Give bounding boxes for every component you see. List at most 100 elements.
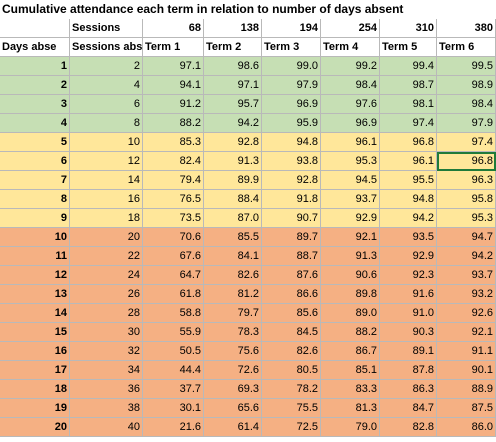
attendance-percent-cell[interactable]: 79.7 <box>204 304 262 323</box>
attendance-percent-cell[interactable]: 92.9 <box>380 247 437 266</box>
attendance-percent-cell[interactable]: 82.8 <box>380 418 437 437</box>
attendance-percent-cell[interactable]: 84.1 <box>204 247 262 266</box>
attendance-percent-cell[interactable]: 81.2 <box>204 285 262 304</box>
days-absent-cell[interactable]: 19 <box>0 399 70 418</box>
attendance-percent-cell[interactable]: 96.8 <box>380 133 437 152</box>
days-absent-cell[interactable]: 16 <box>0 342 70 361</box>
days-absent-cell[interactable]: 15 <box>0 323 70 342</box>
days-absent-cell[interactable]: 13 <box>0 285 70 304</box>
days-absent-cell[interactable]: 10 <box>0 228 70 247</box>
attendance-percent-cell[interactable]: 92.3 <box>380 266 437 285</box>
sessions-absent-cell[interactable]: 10 <box>70 133 143 152</box>
sessions-absent-cell[interactable]: 12 <box>70 152 143 171</box>
days-absent-cell[interactable]: 1 <box>0 57 70 76</box>
attendance-percent-cell[interactable]: 93.5 <box>380 228 437 247</box>
attendance-percent-cell[interactable]: 87.6 <box>262 266 321 285</box>
attendance-percent-cell[interactable]: 79.0 <box>321 418 380 437</box>
attendance-percent-cell[interactable]: 76.5 <box>143 190 204 209</box>
attendance-percent-cell[interactable]: 84.5 <box>262 323 321 342</box>
attendance-percent-cell[interactable]: 94.7 <box>437 228 496 247</box>
attendance-percent-cell[interactable]: 92.9 <box>321 209 380 228</box>
attendance-percent-cell[interactable]: 86.6 <box>262 285 321 304</box>
sessions-absent-cell[interactable]: 22 <box>70 247 143 266</box>
days-absent-cell[interactable]: 6 <box>0 152 70 171</box>
days-absent-cell[interactable]: 17 <box>0 361 70 380</box>
days-absent-cell[interactable]: 5 <box>0 133 70 152</box>
attendance-percent-cell[interactable]: 86.0 <box>437 418 496 437</box>
sessions-count-cell[interactable]: 68 <box>143 19 204 38</box>
attendance-percent-cell[interactable]: 91.1 <box>437 342 496 361</box>
sessions-absent-cell[interactable]: 4 <box>70 76 143 95</box>
days-absent-cell[interactable]: 14 <box>0 304 70 323</box>
sessions-absent-cell[interactable]: 28 <box>70 304 143 323</box>
attendance-percent-cell[interactable]: 91.2 <box>143 95 204 114</box>
sessions-label[interactable]: Sessions <box>70 19 143 38</box>
attendance-percent-cell[interactable]: 89.0 <box>321 304 380 323</box>
attendance-percent-cell[interactable]: 98.6 <box>204 57 262 76</box>
attendance-percent-cell[interactable]: 94.2 <box>437 247 496 266</box>
sessions-absent-cell[interactable]: 18 <box>70 209 143 228</box>
attendance-percent-cell[interactable]: 67.6 <box>143 247 204 266</box>
attendance-percent-cell[interactable]: 94.1 <box>143 76 204 95</box>
sessions-absent-cell[interactable]: 40 <box>70 418 143 437</box>
attendance-percent-cell[interactable]: 88.7 <box>262 247 321 266</box>
attendance-percent-cell[interactable]: 90.1 <box>437 361 496 380</box>
attendance-percent-cell[interactable]: 86.7 <box>321 342 380 361</box>
attendance-percent-cell[interactable]: 55.9 <box>143 323 204 342</box>
days-absent-cell[interactable]: 2 <box>0 76 70 95</box>
sessions-count-cell[interactable]: 138 <box>204 19 262 38</box>
attendance-percent-cell[interactable]: 90.3 <box>380 323 437 342</box>
sessions-absent-cell[interactable]: 2 <box>70 57 143 76</box>
attendance-percent-cell[interactable]: 97.4 <box>437 133 496 152</box>
selected-cell[interactable]: 96.8 <box>437 152 496 171</box>
attendance-percent-cell[interactable]: 95.9 <box>262 114 321 133</box>
attendance-percent-cell[interactable]: 44.4 <box>143 361 204 380</box>
attendance-percent-cell[interactable]: 93.7 <box>437 266 496 285</box>
sessions-count-cell[interactable]: 310 <box>380 19 437 38</box>
days-absent-cell[interactable]: 3 <box>0 95 70 114</box>
attendance-percent-cell[interactable]: 95.3 <box>437 209 496 228</box>
attendance-percent-cell[interactable]: 97.1 <box>143 57 204 76</box>
sessions-count-cell[interactable]: 380 <box>437 19 496 38</box>
attendance-percent-cell[interactable]: 78.2 <box>262 380 321 399</box>
attendance-percent-cell[interactable]: 93.8 <box>262 152 321 171</box>
days-absent-cell[interactable]: 7 <box>0 171 70 190</box>
attendance-percent-cell[interactable]: 91.0 <box>380 304 437 323</box>
sessions-row-blank-cell[interactable] <box>0 19 70 38</box>
attendance-percent-cell[interactable]: 98.7 <box>380 76 437 95</box>
attendance-percent-cell[interactable]: 95.5 <box>380 171 437 190</box>
attendance-percent-cell[interactable]: 94.2 <box>204 114 262 133</box>
attendance-percent-cell[interactable]: 75.5 <box>262 399 321 418</box>
column-header[interactable]: Term 2 <box>204 38 262 57</box>
attendance-percent-cell[interactable]: 95.7 <box>204 95 262 114</box>
sessions-absent-cell[interactable]: 6 <box>70 95 143 114</box>
sessions-absent-cell[interactable]: 26 <box>70 285 143 304</box>
attendance-percent-cell[interactable]: 88.2 <box>321 323 380 342</box>
sessions-count-cell[interactable]: 254 <box>321 19 380 38</box>
attendance-percent-cell[interactable]: 95.8 <box>437 190 496 209</box>
attendance-percent-cell[interactable]: 97.6 <box>321 95 380 114</box>
attendance-percent-cell[interactable]: 96.1 <box>321 133 380 152</box>
attendance-percent-cell[interactable]: 99.0 <box>262 57 321 76</box>
attendance-percent-cell[interactable]: 72.5 <box>262 418 321 437</box>
column-header[interactable]: Term 3 <box>262 38 321 57</box>
attendance-percent-cell[interactable]: 89.1 <box>380 342 437 361</box>
attendance-percent-cell[interactable]: 85.1 <box>321 361 380 380</box>
attendance-percent-cell[interactable]: 65.6 <box>204 399 262 418</box>
attendance-percent-cell[interactable]: 73.5 <box>143 209 204 228</box>
attendance-percent-cell[interactable]: 80.5 <box>262 361 321 380</box>
attendance-percent-cell[interactable]: 98.4 <box>321 76 380 95</box>
attendance-percent-cell[interactable]: 98.1 <box>380 95 437 114</box>
attendance-percent-cell[interactable]: 94.8 <box>380 190 437 209</box>
attendance-percent-cell[interactable]: 61.8 <box>143 285 204 304</box>
attendance-percent-cell[interactable]: 88.9 <box>437 380 496 399</box>
attendance-percent-cell[interactable]: 30.1 <box>143 399 204 418</box>
attendance-percent-cell[interactable]: 86.3 <box>380 380 437 399</box>
attendance-percent-cell[interactable]: 21.6 <box>143 418 204 437</box>
attendance-percent-cell[interactable]: 99.4 <box>380 57 437 76</box>
days-absent-cell[interactable]: 9 <box>0 209 70 228</box>
attendance-percent-cell[interactable]: 83.3 <box>321 380 380 399</box>
attendance-percent-cell[interactable]: 97.9 <box>262 76 321 95</box>
attendance-percent-cell[interactable]: 92.6 <box>437 304 496 323</box>
column-header[interactable]: Sessions abs <box>70 38 143 57</box>
